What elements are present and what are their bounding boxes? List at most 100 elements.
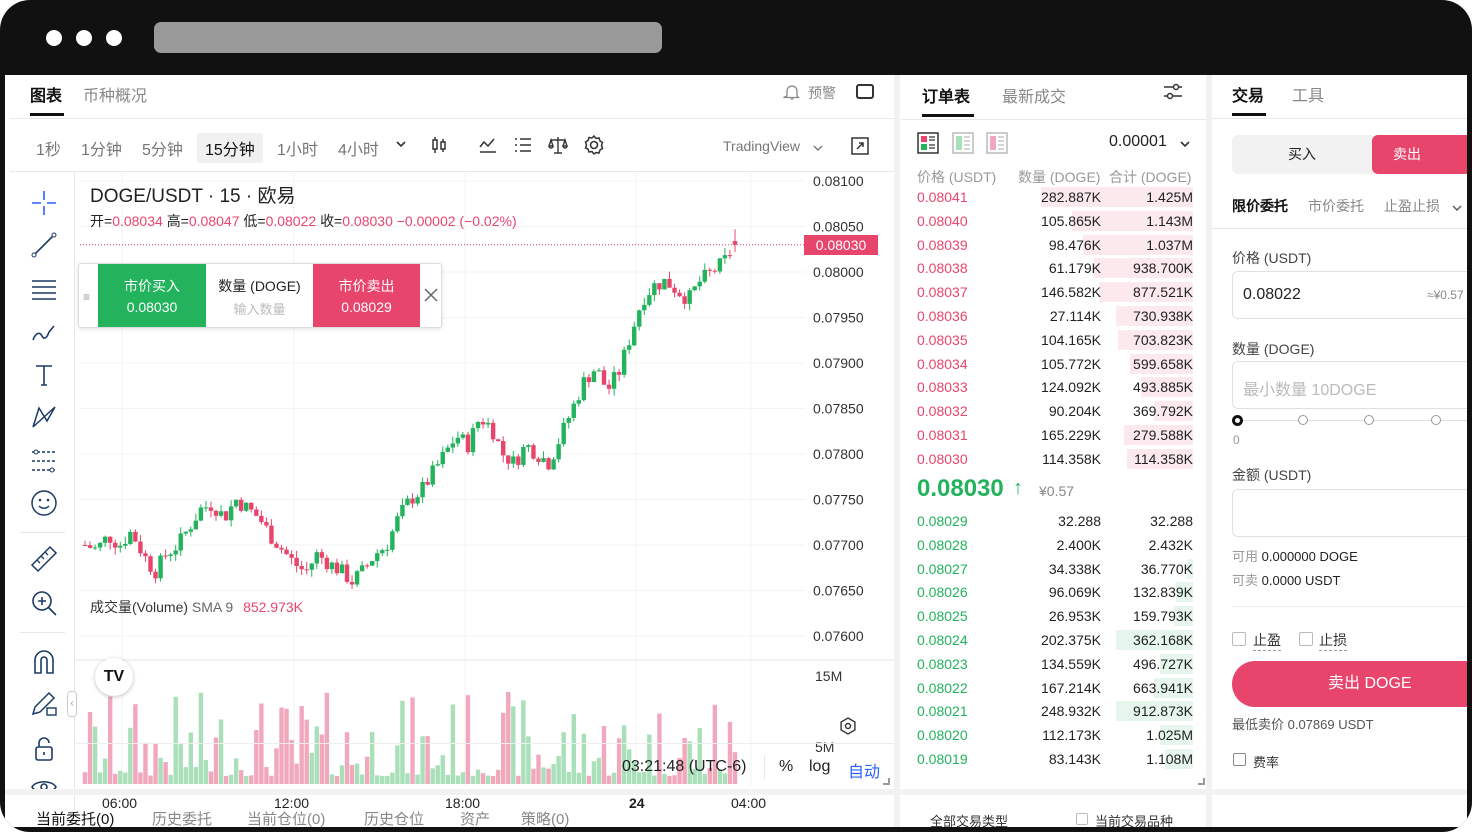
bid-row[interactable]: 0.08029 32.288 32.288 [917,511,1193,531]
zoom-in-icon[interactable] [30,589,58,617]
compare-icon[interactable] [548,135,568,160]
brush-icon[interactable] [30,318,58,346]
close-icon[interactable] [424,288,438,307]
ask-row[interactable]: 0.08033 124.092K 493.885K [917,377,1193,398]
precision-select[interactable]: 0.00001 [1109,133,1167,150]
ask-row[interactable]: 0.08034 105.772K 599.658K [917,353,1193,374]
tab-orderbook[interactable]: 订单表 [922,89,971,106]
crosshair-icon[interactable] [30,189,58,217]
orderbook-asks-icon[interactable] [986,132,1008,159]
trendline-icon[interactable] [30,231,58,259]
log-toggle[interactable]: log [809,758,831,775]
trade-type-filter[interactable]: 全部交易类型 [930,814,1009,827]
price-chart[interactable]: 0.08100 0.08050 0.08000 0.07950 0.07900 0.078… [5,171,895,811]
list-icon[interactable] [514,137,532,158]
qty-input[interactable]: 最小数量 10DOGE [1232,361,1467,409]
interval-4h[interactable]: 4小时 [338,142,379,159]
bid-row[interactable]: 0.08028 2.400K 2.432K [917,535,1193,555]
bid-row[interactable]: 0.08027 34.338K 36.770K [917,558,1193,579]
chevron-down-icon[interactable] [1452,200,1462,218]
tp-label[interactable]: 止盈 [1253,630,1281,651]
pattern-icon[interactable] [30,403,58,431]
resize-handle-icon[interactable] [1198,778,1205,785]
interval-5m[interactable]: 5分钟 [142,142,183,159]
pencil-lock-icon[interactable] [30,689,58,717]
bid-row[interactable]: 0.08019 83.143K 1.108M [917,749,1193,769]
bottom-tab-positions[interactable]: 当前仓位(0) [247,811,326,827]
buy-side-button[interactable]: 买入 [1232,135,1372,174]
interval-1m[interactable]: 1分钟 [81,142,122,159]
window-layout-icon[interactable] [856,84,874,99]
tp-checkbox[interactable] [1232,632,1246,646]
slider-handle[interactable] [1232,415,1243,426]
ask-row[interactable]: 0.08030 114.358K 114.358K [917,448,1193,469]
gear-icon[interactable] [583,134,605,161]
emoji-icon[interactable] [30,489,58,517]
candle-type-icon[interactable] [430,136,448,159]
ask-row[interactable]: 0.08035 104.165K 703.823K [917,329,1193,350]
sliders-icon[interactable] [1163,83,1183,106]
ask-row[interactable]: 0.08032 90.204K 369.792K [917,401,1193,422]
orderbook-both-icon[interactable] [917,132,939,159]
chevron-left-icon[interactable]: ‹ [67,691,77,717]
sell-doge-button[interactable]: 卖出 DOGE [1232,661,1467,707]
fee-label[interactable]: 费率 [1253,755,1280,770]
price-input-value[interactable]: 0.08022 [1243,286,1301,303]
settings-small-icon[interactable] [839,717,857,740]
ruler-icon[interactable] [30,545,58,573]
fullscreen-icon[interactable] [851,137,869,160]
quick-qty-field[interactable]: 数量 (DOGE) 输入数量 [206,264,313,327]
auto-toggle[interactable]: 自动 [848,764,881,781]
quick-qty-placeholder[interactable]: 输入数量 [233,302,286,317]
qty-input-placeholder[interactable]: 最小数量 10DOGE [1243,382,1377,399]
tab-trade[interactable]: 交易 [1232,88,1265,105]
lock-icon[interactable] [30,735,58,763]
chevron-down-icon[interactable] [813,140,823,158]
sl-label[interactable]: 止损 [1319,630,1347,651]
sell-side-button[interactable]: 卖出 [1372,135,1467,174]
price-input[interactable]: 0.08022 ≈¥0.57 [1232,271,1467,319]
chevron-down-icon[interactable] [395,137,407,155]
address-bar[interactable] [154,22,662,53]
interval-1s[interactable]: 1秒 [36,142,61,159]
fib-icon[interactable] [30,447,58,475]
tradingview-label[interactable]: TradingView [723,138,801,154]
tab-tools[interactable]: 工具 [1292,88,1325,105]
bottom-tab-assets[interactable]: 资产 [460,811,491,827]
slider-mark[interactable] [1364,415,1374,425]
bid-row[interactable]: 0.08022 167.214K 663.941K [917,677,1193,698]
indicators-icon[interactable] [478,136,498,159]
ask-row[interactable]: 0.08040 105.865K 1.143M [917,210,1193,231]
magnet-icon[interactable] [30,647,58,675]
ask-row[interactable]: 0.08037 146.582K 877.521K [917,282,1193,303]
tab-recent-trades[interactable]: 最新成交 [1002,89,1067,106]
bottom-tab-open-orders[interactable]: 当前委托(0) [36,811,115,827]
market-sell-button[interactable]: 市价卖出 0.08029 [313,264,420,327]
chevron-down-icon[interactable] [1179,137,1191,155]
drag-handle-icon[interactable]: ≡ [83,290,91,304]
sl-checkbox[interactable] [1299,632,1313,646]
bottom-tab-strategies[interactable]: 策略(0) [521,811,570,827]
clock-label[interactable]: 03:21:48 (UTC-6) [622,758,747,775]
interval-15m[interactable]: 15分钟 [197,133,263,163]
ask-row[interactable]: 0.08041 282.887K 1.425M [917,187,1193,207]
bid-row[interactable]: 0.08026 96.069K 132.839K [917,582,1193,603]
percent-toggle[interactable]: % [779,758,794,775]
slider-mark[interactable] [1298,415,1308,425]
tab-chart[interactable]: 图表 [30,88,63,105]
bid-row[interactable]: 0.08025 26.953K 159.793K [917,606,1193,627]
text-tool-icon[interactable] [30,361,58,389]
bid-row[interactable]: 0.08023 134.559K 496.727K [917,653,1193,674]
current-pair-filter[interactable]: 当前交易品种 [1095,814,1174,827]
ask-row[interactable]: 0.08039 98.476K 1.037M [917,234,1193,255]
ask-row[interactable]: 0.08036 27.114K 730.938K [917,306,1193,326]
horizontal-lines-icon[interactable] [30,275,58,303]
ask-row[interactable]: 0.08031 165.229K 279.588K [917,425,1193,445]
fee-icon[interactable] [1233,753,1246,766]
order-type-limit[interactable]: 限价委托 [1232,198,1288,214]
amount-input[interactable] [1232,489,1467,537]
bid-row[interactable]: 0.08024 202.375K 362.168K [917,630,1193,650]
slider-track[interactable] [1238,420,1467,421]
order-type-tpsl[interactable]: 止盈止损 [1384,198,1440,214]
slider-mark[interactable] [1431,415,1441,425]
